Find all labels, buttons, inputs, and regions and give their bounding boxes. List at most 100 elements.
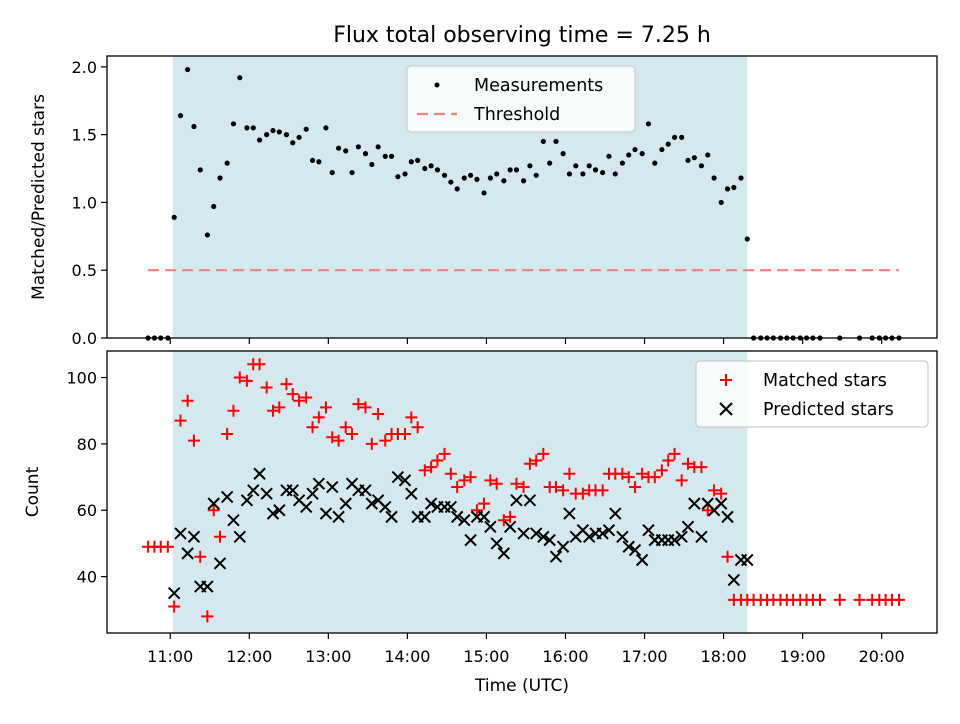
matched-star-point [267, 404, 279, 417]
x-tick-label-8: 19:00 [780, 647, 826, 666]
predicted-star-point [312, 477, 326, 490]
measurement-point [639, 151, 645, 157]
matched-star-point [293, 394, 306, 407]
matched-star-point [893, 593, 906, 606]
predicted-star-point [484, 520, 497, 534]
predicted-star-point [503, 520, 517, 534]
measurement-point [349, 169, 355, 176]
matched-star-point [346, 427, 359, 440]
measurement-point [474, 176, 480, 182]
matched-star-point [458, 474, 471, 487]
predicted-star-point [517, 527, 530, 540]
top-y-tick-label-0: 0.0 [72, 329, 97, 348]
matched-star-point [273, 401, 286, 414]
measurement-point [731, 184, 737, 191]
predicted-star-point [247, 484, 260, 497]
measurement-point [177, 113, 184, 119]
measurement-point [600, 169, 606, 176]
predicted-star-point [642, 523, 655, 537]
measurement-point [171, 214, 177, 220]
x-axis-label: Time (UTC) [474, 676, 569, 696]
legend-measurements-marker [434, 82, 440, 88]
predicted-star-point [266, 507, 280, 520]
matched-star-point [504, 510, 517, 523]
matched-star-point [655, 464, 668, 477]
measurement-point [738, 175, 744, 181]
matched-star-point [365, 437, 378, 450]
predicted-star-point [450, 510, 464, 524]
measurement-point [566, 171, 573, 177]
predicted-star-point [379, 500, 392, 514]
matched-star-point [490, 477, 503, 490]
measurement-point [211, 203, 217, 210]
measurement-point [422, 165, 428, 172]
matched-star-point [181, 394, 194, 407]
legend-measurements-label: Measurements [474, 76, 603, 96]
predicted-star-point [286, 484, 299, 497]
matched-star-point [339, 421, 352, 434]
matched-star-point [629, 481, 642, 494]
matched-star-point [352, 398, 365, 411]
matched-star-point [484, 474, 497, 487]
matched-star-point [668, 447, 681, 460]
predicted-star-point [721, 510, 734, 524]
predicted-star-point [326, 480, 339, 494]
measurement-point [388, 153, 395, 159]
measurement-point [244, 125, 250, 131]
measurement-point [645, 121, 652, 127]
predicted-star-point [582, 530, 596, 543]
top-legend-box [406, 65, 636, 133]
matched-star-point [622, 471, 635, 484]
predicted-star-point [207, 497, 220, 510]
measurement-point [724, 186, 731, 192]
predicted-star-point [602, 523, 616, 537]
measurement-point [217, 175, 223, 181]
bottom-marks [142, 358, 906, 623]
matched-star-point [530, 454, 543, 467]
measurement-point [428, 163, 434, 169]
x-tick-label-4: 15:00 [463, 647, 509, 666]
measurement-point [679, 134, 685, 140]
measurement-point [711, 175, 717, 181]
measurement-point [665, 141, 671, 147]
measurement-point [402, 171, 408, 177]
measurement-point [685, 157, 691, 163]
matched-star-point [814, 593, 827, 606]
matched-star-point [194, 550, 207, 563]
chart-title: Flux total observing time = 7.25 h [333, 23, 711, 48]
matched-star-point [517, 481, 530, 494]
matched-star-point [576, 487, 589, 500]
predicted-star-point [181, 547, 194, 560]
measurement-point [355, 144, 361, 150]
predicted-star-point [332, 510, 345, 524]
measurement-point [454, 186, 460, 192]
measurement-point [533, 172, 539, 178]
predicted-star-point [609, 507, 622, 520]
measurement-point [705, 152, 711, 158]
matched-star-point [425, 461, 438, 474]
predicted-star-point [622, 540, 635, 553]
measurement-point [270, 127, 276, 134]
top-y-ticks: 0.0 0.5 1.0 1.5 2.0 [72, 58, 107, 348]
measurement-point [547, 160, 553, 166]
matched-star-point [616, 467, 629, 480]
matched-star-point [399, 427, 412, 440]
predicted-star-point [319, 507, 333, 520]
measurement-point [316, 159, 322, 165]
predicted-star-point [187, 530, 201, 543]
predicted-star-point [201, 580, 214, 593]
predicted-star-point [490, 537, 503, 550]
legend-predicted-marker [719, 402, 733, 416]
matched-star-point [280, 378, 293, 391]
predicted-star-point [260, 487, 273, 500]
measurement-point [513, 167, 520, 173]
bottom-y-axis-label: Count [23, 466, 43, 517]
measurement-point [606, 153, 612, 159]
predicted-star-point [167, 586, 181, 600]
matched-star-point [438, 447, 451, 460]
x-tick-label-0: 11:00 [147, 647, 193, 666]
measurement-point [586, 163, 592, 169]
bottom-y-ticks: 40 60 80 100 [66, 369, 107, 587]
